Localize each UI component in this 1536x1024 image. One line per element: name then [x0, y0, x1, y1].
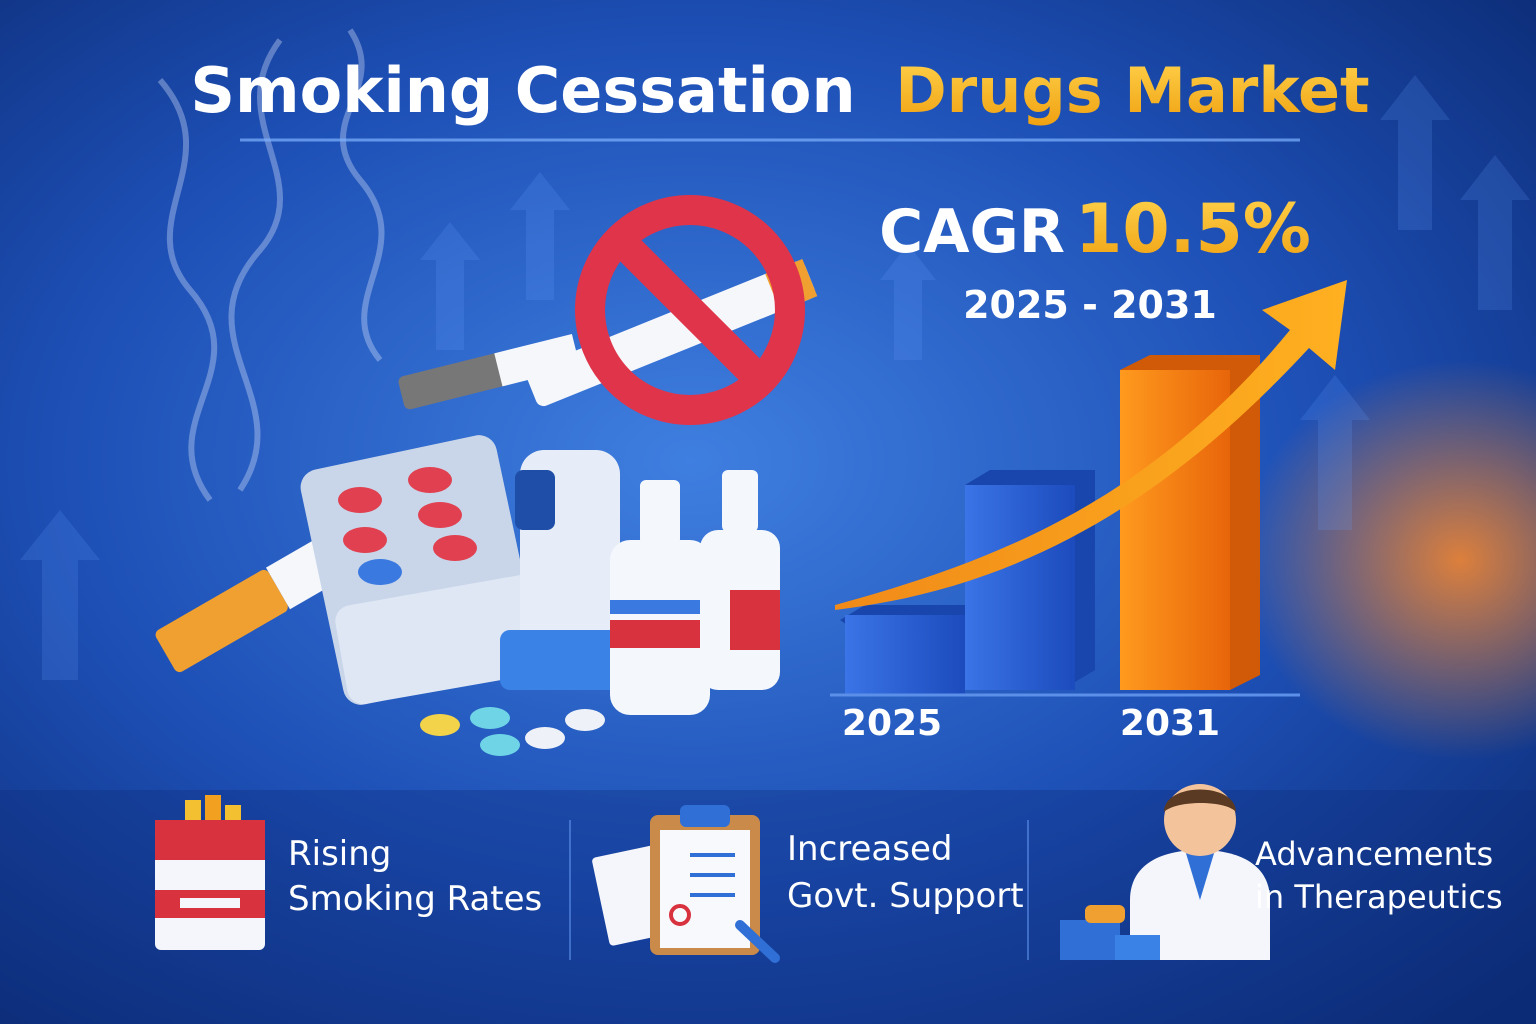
feature-line: Govt. Support	[787, 876, 1024, 916]
cagr-label: CAGR	[879, 197, 1065, 267]
cagr-rate: 10.5%	[1075, 190, 1311, 269]
title: Smoking Cessation Drugs Market	[190, 54, 1369, 127]
bar-label: 2025	[842, 703, 942, 744]
title-part-1: Smoking Cessation	[190, 54, 855, 127]
broken-cigarette	[398, 333, 581, 410]
title-part-2: Drugs Market	[895, 54, 1369, 127]
bar-illustration	[830, 280, 1347, 697]
clipboard-icon	[592, 805, 780, 963]
orange-glow	[1240, 360, 1536, 760]
smoke	[157, 28, 385, 502]
feature-line: in Therapeutics	[1255, 878, 1503, 916]
feature-line: Smoking Rates	[288, 879, 542, 919]
feature-line: Advancements	[1255, 835, 1493, 873]
doctor-icon	[1060, 784, 1270, 960]
cigarette-pack-icon	[155, 795, 265, 950]
bar-label: 2031	[1120, 703, 1220, 744]
feature-line: Increased	[787, 829, 952, 869]
feature-line: Rising	[288, 834, 391, 874]
no-smoking-sign	[526, 195, 818, 425]
medications	[300, 435, 780, 756]
background-arrows	[20, 75, 1530, 680]
cagr-period: 2025 - 2031	[963, 283, 1217, 327]
